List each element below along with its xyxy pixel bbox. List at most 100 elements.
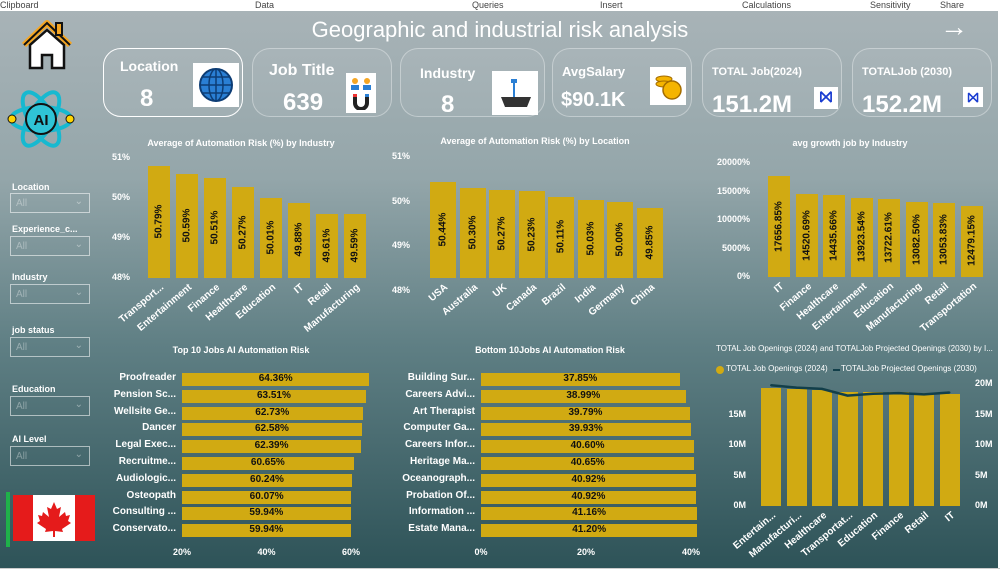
slicer-dropdown-industry[interactable]: All ⌄ — [10, 284, 90, 304]
bar-entertainment[interactable] — [176, 174, 198, 278]
ribbon-clipboard[interactable]: Clipboard — [0, 0, 39, 10]
bar-entertain-[interactable] — [761, 388, 781, 506]
bar-healthcare[interactable] — [232, 187, 254, 278]
bar-it[interactable] — [768, 176, 790, 277]
kpi-card-location[interactable]: Location 8 — [103, 48, 243, 117]
y-tick-label: 15000% — [716, 186, 750, 196]
bar-education[interactable] — [878, 198, 900, 277]
bar-it[interactable] — [939, 393, 960, 506]
arrow-right-icon[interactable]: → — [940, 11, 968, 42]
bar-manufacturing[interactable] — [344, 214, 366, 278]
data-label: 49.61% — [321, 228, 333, 263]
bar-usa[interactable] — [430, 182, 456, 278]
ribbon-queries[interactable]: Queries — [472, 0, 504, 10]
slicer-value: All — [16, 342, 28, 353]
job-label: Proofreader — [119, 372, 176, 383]
line-point[interactable] — [795, 386, 798, 389]
bar-manufacturi-[interactable] — [786, 389, 807, 506]
slicer-dropdown-location[interactable]: All ⌄ — [10, 193, 90, 213]
line-point[interactable] — [948, 391, 951, 394]
bar-entertainment[interactable] — [850, 197, 873, 277]
bar-retail[interactable] — [933, 202, 955, 277]
y-tick-label: 48% — [111, 272, 130, 282]
bar-osteopath[interactable] — [182, 490, 352, 504]
bar-manufacturing[interactable] — [905, 202, 928, 277]
bar-legal-exec-[interactable] — [182, 440, 362, 454]
kpi-card-avg-salary[interactable]: AvgSalary $90.1K — [552, 48, 692, 117]
bar-proofreader[interactable] — [182, 373, 370, 386]
line-point[interactable] — [872, 392, 874, 395]
bar-uk[interactable] — [489, 189, 515, 278]
bar-heritage-ma-[interactable] — [481, 457, 695, 470]
kpi-card-job-title[interactable]: Job Title 639 — [252, 48, 392, 117]
bar-information-[interactable] — [481, 507, 698, 521]
line-point[interactable] — [821, 387, 823, 390]
bar-dancer[interactable] — [182, 423, 362, 437]
bar-finance[interactable] — [204, 177, 226, 278]
bar-china[interactable] — [636, 208, 663, 278]
bar-careers-infor-[interactable] — [481, 440, 695, 454]
slicer-dropdown-job-status[interactable]: All ⌄ — [10, 337, 90, 357]
bar-careers-advi-[interactable] — [481, 389, 686, 403]
y-tick-label: 51% — [391, 151, 410, 161]
ribbon-calculations[interactable]: Calculations — [742, 0, 792, 10]
bar-finance[interactable] — [795, 194, 818, 277]
bar-germany[interactable] — [607, 201, 633, 278]
bar-education[interactable] — [260, 197, 282, 278]
slicer-value: All — [16, 198, 28, 209]
bar-wellsite-ge-[interactable] — [182, 406, 363, 420]
data-label: 38.99% — [566, 389, 601, 401]
ribbon-data[interactable]: Data — [255, 0, 275, 10]
bar-consulting-[interactable] — [182, 507, 351, 521]
chevron-down-icon: ⌄ — [74, 399, 83, 410]
ribbon-sensitivity[interactable]: Sensitivity — [870, 0, 911, 10]
home-icon[interactable] — [20, 19, 74, 71]
data-label: 59.94% — [249, 524, 284, 536]
bar-oceanograph-[interactable] — [481, 473, 696, 487]
data-label: 64.36% — [258, 373, 293, 384]
line-point[interactable] — [897, 392, 900, 395]
chart-title: Top 10 Jobs AI Automation Risk — [172, 345, 310, 355]
bar-building-sur-[interactable] — [481, 373, 680, 386]
bar-estate-mana-[interactable] — [481, 524, 698, 538]
bar-healthcare[interactable] — [812, 390, 832, 506]
bar-transportat-[interactable] — [837, 391, 858, 506]
bar-probation-of-[interactable] — [481, 490, 696, 504]
bar-it[interactable] — [288, 202, 310, 278]
bar-finance[interactable] — [888, 391, 909, 506]
bar-transport-[interactable] — [148, 166, 170, 278]
ribbon-share[interactable]: Share — [940, 0, 965, 10]
ribbon-insert[interactable]: Insert — [600, 0, 623, 10]
bar-brazil[interactable] — [548, 196, 574, 278]
line-point[interactable] — [846, 394, 849, 397]
kpi-card-total-job-2024[interactable]: TOTAL Job(2024) 151.2M ⨝ — [702, 48, 842, 118]
bar-india[interactable] — [577, 200, 604, 278]
data-label: 12479.15% — [966, 215, 977, 267]
data-label: 50.00% — [614, 222, 626, 257]
bar-retail[interactable] — [914, 393, 934, 506]
bar-art-therapist[interactable] — [481, 406, 690, 420]
kpi-value: 8 — [140, 85, 154, 112]
svg-text:AI: AI — [34, 112, 49, 129]
line-point[interactable] — [923, 393, 925, 396]
kpi-card-total-job-2030[interactable]: TOTALJob (2030) 152.2M ⨝ — [852, 48, 992, 118]
bar-audiologic-[interactable] — [182, 473, 352, 487]
slicer-dropdown-experience-c-[interactable]: All ⌄ — [10, 236, 90, 256]
bar-transportation[interactable] — [960, 205, 983, 277]
bar-education[interactable] — [863, 391, 883, 506]
line-point[interactable] — [770, 384, 772, 387]
slicer-dropdown-education[interactable]: All ⌄ — [10, 396, 90, 416]
globe-icon — [193, 63, 239, 107]
bar-retail[interactable] — [316, 213, 338, 278]
bar-recruitme-[interactable] — [182, 457, 354, 470]
bar-computer-ga-[interactable] — [481, 423, 691, 437]
bar-conservato-[interactable] — [182, 524, 351, 538]
slicer-dropdown-ai-level[interactable]: All ⌄ — [10, 446, 90, 466]
bar-canada[interactable] — [518, 191, 545, 278]
bar-healthcare[interactable] — [823, 194, 845, 277]
bar-pension-sc-[interactable] — [182, 389, 366, 403]
kpi-card-industry[interactable]: Industry 8 — [400, 48, 545, 118]
bar-australia[interactable] — [459, 188, 486, 278]
projected-openings-line[interactable] — [770, 383, 950, 397]
job-label: Information ... — [408, 506, 475, 518]
